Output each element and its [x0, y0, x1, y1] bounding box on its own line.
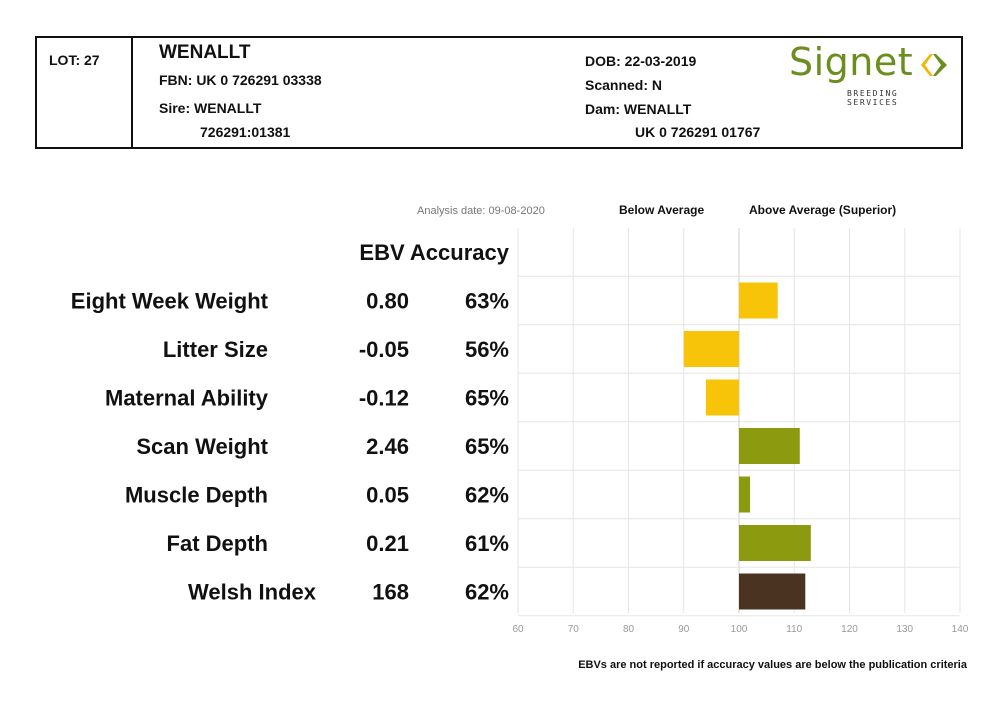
accuracy-value: 62% [465, 483, 509, 508]
trait-label: Litter Size [163, 337, 268, 362]
sire-name: Sire: WENALLT [159, 100, 262, 116]
x-axis-ticks: 60 70 80 90 100 110 120 130 140 [512, 624, 968, 635]
logo-subtitle: BREEDING SERVICES [847, 89, 899, 107]
ebv-value: 168 [372, 580, 409, 605]
trait-rows: Eight Week Weight 0.80 63% Litter Size -0.05… [71, 282, 811, 610]
ebv-accuracy-header: EBV Accuracy [359, 240, 509, 265]
x-tick-label: 100 [731, 624, 748, 635]
dam-id: UK 0 726291 01767 [635, 124, 761, 140]
trait-label: Eight Week Weight [71, 289, 269, 314]
scanned-status: Scanned: N [585, 77, 663, 93]
ebv-bar [739, 428, 800, 464]
ebv-value: 2.46 [366, 434, 409, 459]
plot-area [517, 228, 961, 617]
x-tick-label: 120 [841, 624, 858, 635]
trait-label: Scan Weight [136, 434, 268, 459]
dob: DOB: 22-03-2019 [585, 53, 697, 69]
signet-mark-icon [921, 54, 947, 76]
animal-header-box: LOT: 27 WENALLT FBN: UK 0 726291 03338 S… [35, 36, 963, 149]
x-tick-label: 60 [512, 624, 524, 635]
x-tick-label: 90 [678, 624, 690, 635]
ebv-bar [705, 379, 739, 416]
ebv-bar [739, 525, 811, 561]
ebv-value: 0.05 [366, 483, 409, 508]
accuracy-value: 65% [465, 434, 509, 459]
analysis-date: Analysis date: 09-08-2020 [417, 205, 545, 217]
fbn-number: FBN: UK 0 726291 03338 [159, 72, 322, 88]
ebv-bar [739, 282, 778, 319]
lot-cell: LOT: 27 [37, 38, 133, 147]
accuracy-value: 61% [465, 531, 509, 556]
x-tick-label: 140 [952, 624, 969, 635]
ebv-bar [739, 573, 806, 610]
logo-wordmark: Signet [789, 40, 914, 84]
ebv-value: 0.80 [366, 289, 409, 314]
accuracy-value: 62% [465, 580, 509, 605]
x-tick-label: 70 [568, 624, 580, 635]
trait-label: Fat Depth [167, 531, 268, 556]
accuracy-value: 65% [465, 386, 509, 411]
below-average-label: Below Average [619, 203, 704, 217]
trait-label: Maternal Ability [105, 386, 269, 411]
ebv-value: 0.21 [366, 531, 409, 556]
ebv-value: -0.05 [359, 337, 409, 362]
accuracy-value: 63% [465, 289, 509, 314]
x-tick-label: 80 [623, 624, 635, 635]
publication-footnote: EBVs are not reported if accuracy values… [578, 659, 968, 671]
sire-id: 726291:01381 [200, 124, 291, 140]
signet-logo: Signet BREEDING SERVICES [789, 40, 949, 107]
dam-name: Dam: WENALLT [585, 101, 692, 117]
x-tick-label: 130 [896, 624, 913, 635]
ebv-bar [683, 331, 739, 367]
ebv-bar [739, 476, 751, 513]
accuracy-value: 56% [465, 337, 509, 362]
lot-number: LOT: 27 [49, 52, 100, 68]
trait-label: Muscle Depth [125, 483, 268, 508]
ebv-value: -0.12 [359, 386, 409, 411]
x-tick-label: 110 [786, 624, 802, 635]
above-average-label: Above Average (Superior) [749, 203, 896, 217]
animal-name: WENALLT [159, 42, 251, 63]
trait-label: Welsh Index [188, 580, 317, 605]
